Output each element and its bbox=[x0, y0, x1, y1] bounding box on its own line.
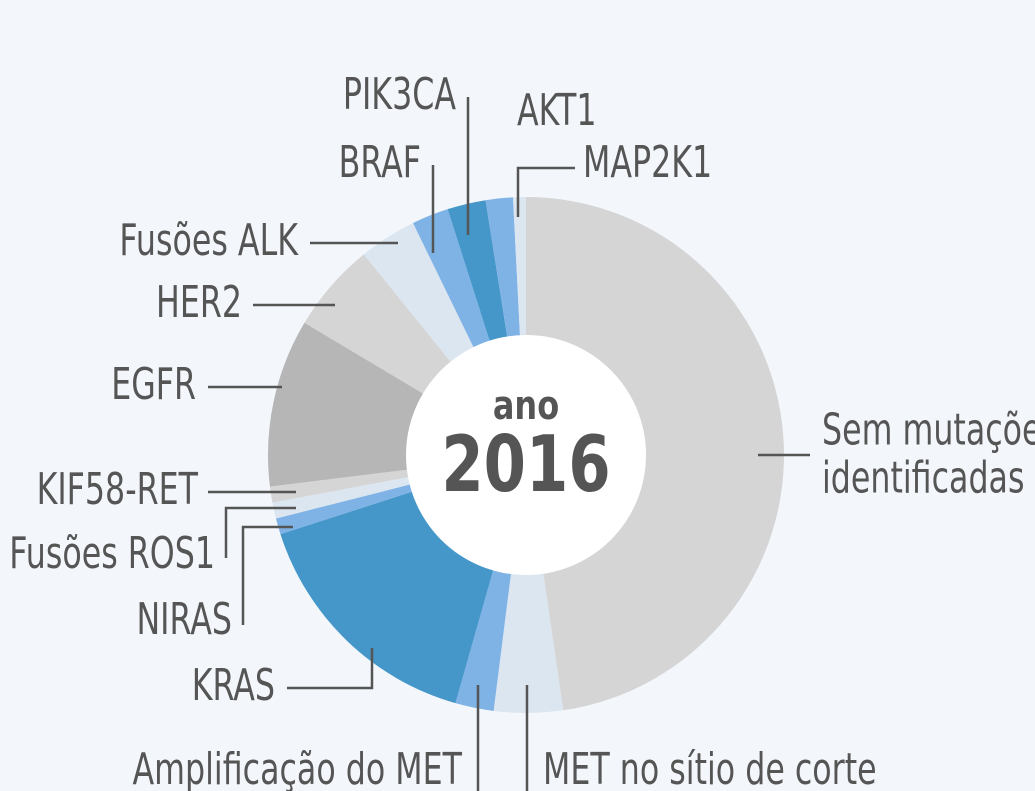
label-group: KRAS bbox=[192, 660, 275, 712]
label-group: AKT1 bbox=[517, 85, 596, 137]
label-group: EGFR bbox=[111, 359, 196, 411]
labels: Sem mutações identificadas MET no sítio de… bbox=[9, 69, 1035, 791]
label-group: Sem mutações identificadas bbox=[822, 404, 1035, 504]
label-group: PIK3CA bbox=[343, 69, 456, 121]
category-label: KIF58-RET bbox=[37, 464, 199, 516]
slice bbox=[447, 200, 508, 343]
slice bbox=[513, 197, 526, 338]
category-label: Fusões ALK bbox=[119, 215, 298, 267]
category-label: MAP2K1 bbox=[583, 137, 712, 189]
slice bbox=[269, 469, 411, 503]
label-group: MET no sítio de corte bbox=[543, 744, 877, 791]
slices bbox=[268, 197, 784, 713]
label-group: BRAF bbox=[339, 137, 421, 189]
category-label: MET no sítio de corte bbox=[543, 744, 877, 791]
category-label: Amplificação do MET bbox=[133, 744, 463, 791]
leader-line bbox=[516, 166, 575, 217]
leader-line bbox=[241, 525, 293, 625]
category-label: KRAS bbox=[192, 660, 275, 712]
slice bbox=[455, 568, 512, 711]
center-value-group: 2016 bbox=[441, 420, 610, 510]
center-value: 2016 bbox=[441, 420, 610, 510]
label-group: HER2 bbox=[156, 277, 242, 329]
category-label: EGFR bbox=[111, 359, 196, 411]
category-label: HER2 bbox=[156, 277, 242, 329]
slice bbox=[485, 197, 521, 339]
slice bbox=[275, 484, 414, 535]
slice bbox=[280, 491, 494, 704]
slice bbox=[526, 197, 784, 711]
slice bbox=[268, 322, 425, 487]
slice bbox=[363, 223, 475, 364]
center-label: ano bbox=[493, 381, 559, 428]
slice bbox=[272, 476, 412, 519]
donut-hole bbox=[406, 335, 646, 575]
label-group: Amplificação do MET bbox=[133, 744, 463, 791]
slice bbox=[493, 571, 564, 713]
label-group: Fusões ROS1 bbox=[9, 528, 215, 580]
category-label: AKT1 bbox=[517, 85, 596, 137]
leader-line bbox=[287, 648, 374, 690]
category-label: NIRAS bbox=[136, 594, 232, 646]
label-group: NIRAS bbox=[136, 594, 232, 646]
label-group: Fusões ALK bbox=[119, 215, 298, 267]
category-label: Fusões ROS1 bbox=[9, 528, 215, 580]
category-label: PIK3CA bbox=[343, 69, 456, 121]
slice bbox=[304, 254, 452, 395]
label-group: MAP2K1 bbox=[583, 137, 712, 189]
label-group: KIF58-RET bbox=[37, 464, 199, 516]
category-label: BRAF bbox=[339, 137, 421, 189]
leader-line bbox=[224, 506, 296, 558]
category-label: Sem mutações identificadas bbox=[822, 404, 1035, 504]
center-label-group: ano bbox=[493, 381, 559, 428]
